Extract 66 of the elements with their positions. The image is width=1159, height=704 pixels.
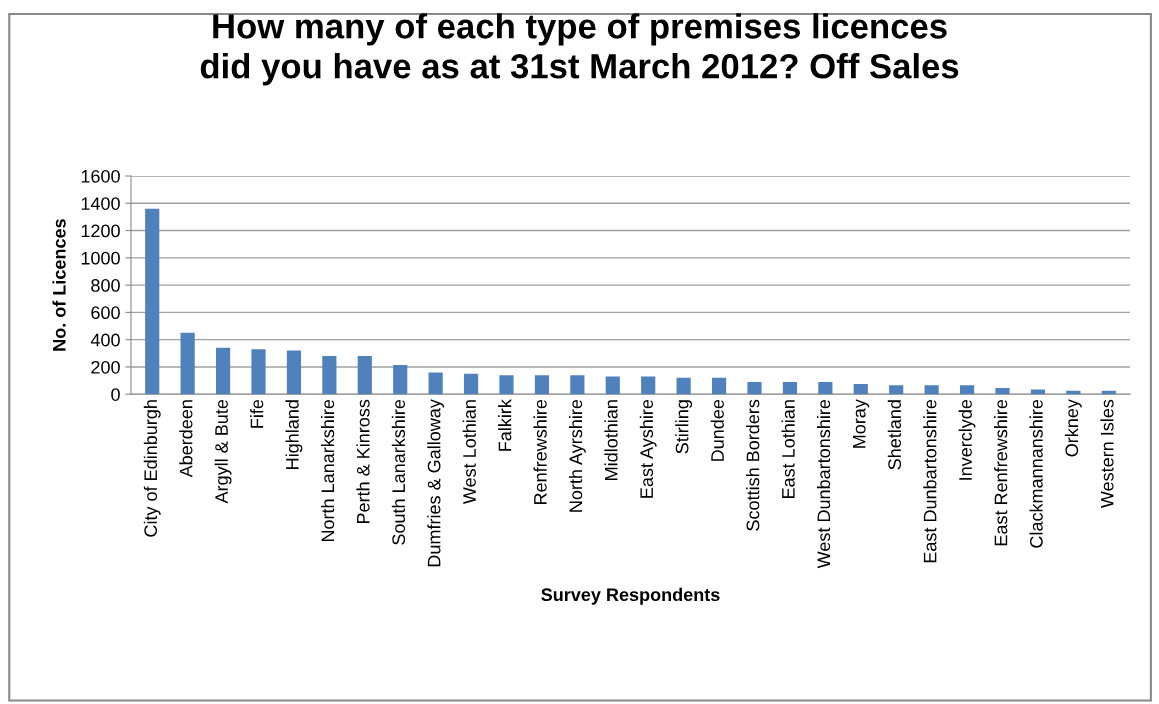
x-tick-label: Inverclyde bbox=[958, 399, 976, 480]
x-tick-label: North Lanarkshire bbox=[320, 399, 335, 542]
x-tick-label: Fife bbox=[250, 399, 264, 428]
bar bbox=[322, 356, 337, 395]
x-tick-label: West Lothian bbox=[462, 400, 476, 505]
bar bbox=[782, 381, 798, 395]
x-tick-label: Shetland bbox=[887, 400, 902, 470]
bar bbox=[747, 381, 762, 395]
x-tick-label: Highland bbox=[285, 400, 303, 469]
bar bbox=[357, 356, 372, 395]
x-tick-label: East Ayshire bbox=[639, 399, 657, 498]
y-tick-label: 0 bbox=[111, 388, 120, 401]
bar bbox=[818, 381, 833, 395]
x-tick-label: Renfrewshire bbox=[533, 399, 547, 504]
bar bbox=[605, 376, 620, 395]
y-tick-label: 1000 bbox=[81, 251, 120, 265]
x-tick-label: Orkney bbox=[1064, 399, 1082, 457]
bar bbox=[995, 388, 1010, 395]
bar bbox=[215, 347, 231, 395]
y-tick-label: 1600 bbox=[81, 169, 120, 183]
bar bbox=[853, 384, 868, 395]
bar bbox=[959, 385, 975, 395]
bar bbox=[251, 349, 266, 395]
x-tick-label: Midlothian bbox=[604, 400, 618, 480]
bar bbox=[641, 376, 656, 395]
bar bbox=[286, 350, 302, 395]
y-tick-label: 600 bbox=[91, 306, 120, 320]
x-tick-label: Scottish Borders bbox=[746, 399, 760, 531]
x-tick-label: Moray bbox=[853, 399, 870, 448]
bar bbox=[428, 372, 443, 395]
bar bbox=[463, 373, 479, 395]
x-tick-label: Perth & Kinross bbox=[356, 399, 370, 524]
x-tick-label: North Ayrshire bbox=[568, 399, 586, 512]
x-tick-label: Dumfries & Galloway bbox=[427, 399, 445, 567]
y-tick-label: 1400 bbox=[81, 197, 120, 210]
x-tick-label: Dundee bbox=[710, 399, 724, 461]
x-tick-label: West Dunbartonshire bbox=[816, 399, 831, 569]
y-tick-label: 200 bbox=[91, 360, 120, 374]
x-tick-label: Aberdeen bbox=[179, 400, 193, 478]
y-axis-title: No. of Licences bbox=[52, 219, 66, 351]
bar bbox=[180, 332, 195, 395]
x-axis-title: Survey Respondents bbox=[541, 587, 720, 605]
x-tick-label: Falkirk bbox=[498, 399, 512, 451]
bar bbox=[393, 364, 408, 395]
y-tick-label: 800 bbox=[91, 279, 120, 292]
bar bbox=[534, 375, 550, 395]
x-tick-label: City of Edinburgh bbox=[143, 400, 161, 537]
bar bbox=[570, 375, 585, 395]
y-tick-label: 400 bbox=[90, 333, 120, 347]
x-tick-label: East Dunbartonshire bbox=[923, 399, 937, 563]
x-tick-label: East Lothian bbox=[781, 400, 795, 498]
bar bbox=[711, 377, 727, 395]
chart-title: How many of each type of premises licences did you have as at 31st March 2012? Off Sales bbox=[200, 13, 959, 86]
bar bbox=[676, 377, 691, 395]
bar bbox=[924, 385, 939, 395]
y-tick-label: 1200 bbox=[81, 224, 120, 238]
x-tick-label: Stirling bbox=[675, 400, 693, 454]
x-tick-label: South Lanarkshire bbox=[391, 399, 406, 545]
bar bbox=[1030, 389, 1045, 395]
bar bbox=[145, 208, 160, 395]
x-tick-label: Western Isles bbox=[1100, 399, 1114, 509]
x-tick-label: East Renfrewshire bbox=[994, 399, 1008, 546]
x-tick-label: Clackmannanshire bbox=[1029, 399, 1043, 548]
bar bbox=[499, 375, 514, 395]
bar bbox=[889, 385, 904, 395]
x-tick-label: Argyll & Bute bbox=[214, 399, 232, 504]
